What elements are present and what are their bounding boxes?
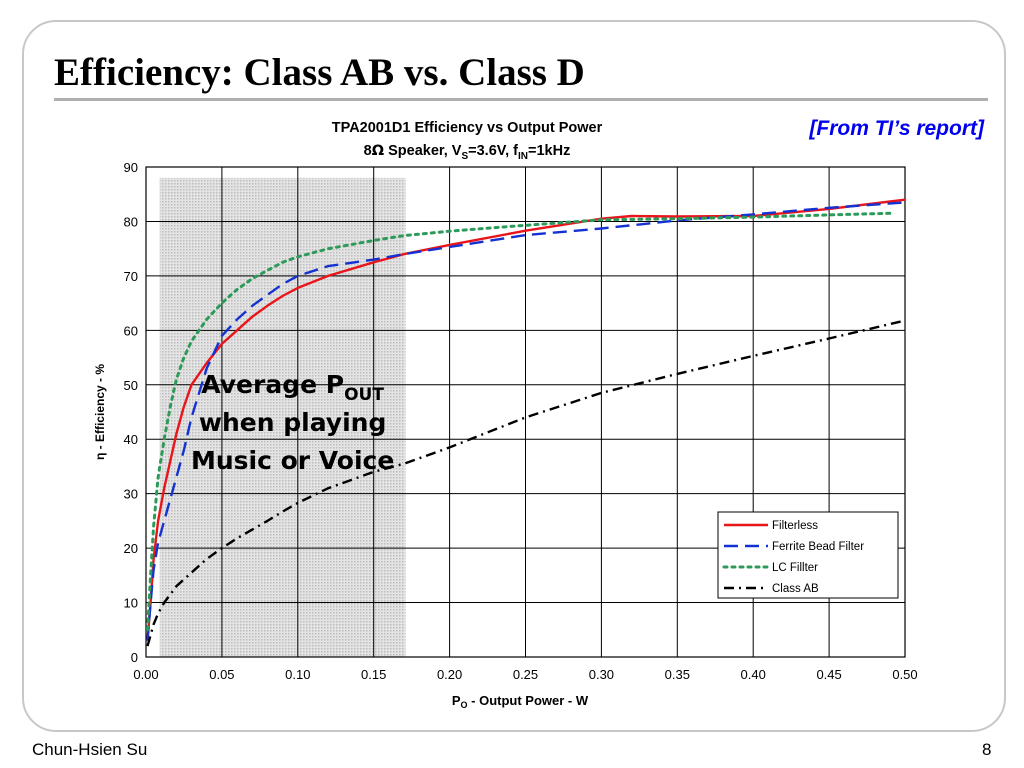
y-tick-label: 90 [124, 160, 138, 175]
y-axis-ticks: 0 10 20 30 40 50 60 70 80 90 [124, 160, 138, 665]
y-tick-label: 10 [124, 596, 138, 611]
y-tick-label: 40 [124, 432, 138, 447]
x-tick-label: 0.45 [816, 667, 841, 682]
y-tick-label: 60 [124, 323, 138, 338]
grid-lines [145, 166, 906, 658]
chart-legend: Filterless Ferrite Bead Filter LC Fillter C… [717, 511, 899, 599]
y-axis-label: η - Efficiency - % [93, 364, 107, 460]
x-tick-label: 0.15 [361, 667, 386, 682]
slide-frame [22, 20, 1006, 732]
y-tick-label: 50 [124, 378, 138, 393]
series-line-filterless [146, 198, 906, 641]
x-axis-label: PO - Output Power - W [452, 693, 589, 710]
legend-label: Filterless [772, 520, 818, 532]
shaded-label-line2: when playing [199, 408, 386, 437]
x-tick-label: 0.50 [892, 667, 917, 682]
shaded-label-line3: Music or Voice [191, 446, 394, 475]
x-axis-ticks: 0.00 0.05 0.10 0.15 0.20 0.25 0.30 0.35 0.40 0.45… [133, 667, 917, 682]
x-tick-label: 0.35 [665, 667, 690, 682]
y-tick-label: 70 [124, 269, 138, 284]
source-note: [From TI’s report] [809, 117, 984, 140]
footer-author: Chun-Hsien Su [32, 740, 148, 759]
page-number: 8 [982, 740, 992, 759]
legend-label: LC Fillter [772, 562, 818, 574]
y-tick-label: 30 [124, 487, 138, 502]
series-line-ferrite-bead-filter [146, 201, 906, 641]
x-tick-label: 0.40 [741, 667, 766, 682]
x-tick-label: 0.05 [209, 667, 234, 682]
slide-title: Efficiency: Class AB vs. Class D [54, 51, 585, 94]
shaded-label-line1: Average POUT [201, 370, 384, 405]
y-tick-label: 0 [131, 650, 138, 665]
chart-subtitle: 8Ω Speaker, VS=3.6V, fIN=1kHz [364, 143, 571, 162]
y-tick-label: 80 [124, 214, 138, 229]
x-tick-label: 0.25 [513, 667, 538, 682]
x-tick-label: 0.20 [437, 667, 462, 682]
x-tick-label: 0.10 [285, 667, 310, 682]
shaded-region [159, 177, 406, 657]
chart-title: TPA2001D1 Efficiency vs Output Power [332, 120, 603, 136]
plot-area [145, 166, 906, 658]
series-lines [146, 198, 906, 647]
x-tick-label: 0.30 [589, 667, 614, 682]
legend-label: Ferrite Bead Filter [772, 541, 864, 553]
legend-box [717, 511, 899, 599]
series-line-class-ab [146, 319, 906, 647]
legend-label: Class AB [772, 583, 819, 595]
x-tick-label: 0.00 [133, 667, 158, 682]
title-divider [54, 98, 988, 101]
y-tick-label: 20 [124, 541, 138, 556]
